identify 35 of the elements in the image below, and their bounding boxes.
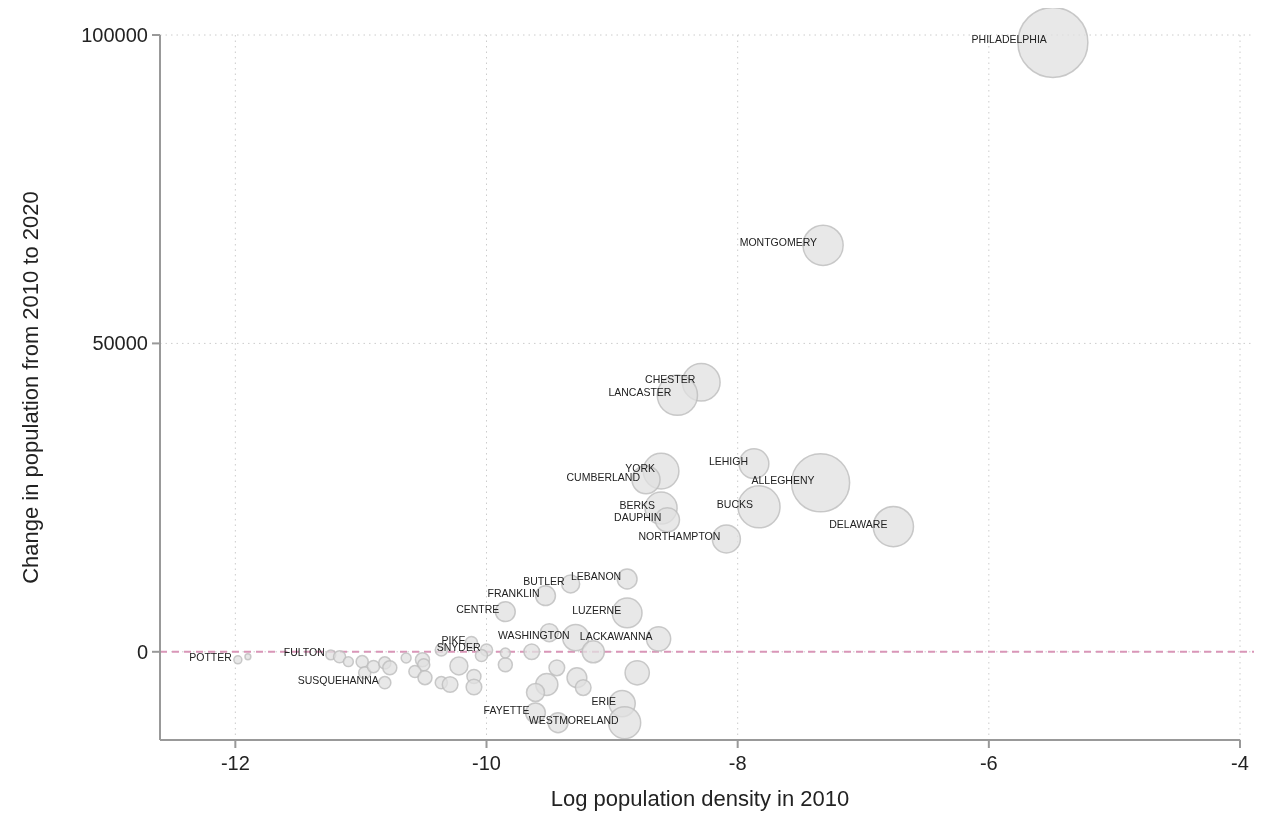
annotation: BUCKS — [716, 497, 754, 510]
annotation: FRANKLIN — [487, 586, 540, 599]
annotation: PHILADELPHIA — [971, 33, 1047, 46]
annotation: FAYETTE — [483, 703, 530, 716]
annotation: LEBANON — [570, 570, 622, 583]
annotation: LEHIGH — [708, 454, 748, 467]
annotation: YORK — [625, 462, 656, 475]
annotation: MONTGOMERY — [739, 236, 818, 249]
x-axis-title: Log population density in 2010 — [550, 786, 850, 811]
annotation: BERKS — [619, 499, 656, 512]
annotation: DAUPHIN — [614, 510, 662, 523]
annotation: ALLEGHENY — [751, 473, 815, 486]
y-tick-label: 50000 — [92, 332, 148, 355]
y-axis-title: Change in population from 2010 to 2020 — [18, 191, 43, 584]
annotation: LUZERNE — [572, 603, 622, 616]
annotation: CENTRE — [456, 602, 500, 615]
annotation: SUSQUEHANNA — [297, 673, 379, 686]
annotation: FULTON — [283, 645, 325, 658]
annotation: LACKAWANNA — [579, 629, 653, 642]
x-tick-label: -12 — [220, 752, 250, 774]
x-tick-label: -10 — [472, 752, 501, 774]
x-tick-label: -6 — [979, 752, 998, 774]
y-tick-label: 0 — [136, 640, 148, 663]
annotation: POTTER — [189, 650, 233, 663]
annotation: ERIE — [591, 694, 617, 707]
annotation: DELAWARE — [829, 517, 888, 530]
annotation: LANCASTER — [608, 386, 672, 399]
annotation: BUTLER — [523, 574, 566, 587]
y-tick-label: 100000 — [81, 24, 148, 46]
annotation: WASHINGTON — [497, 628, 570, 641]
annotation: NORTHAMPTON — [638, 529, 721, 542]
x-tick-label: -8 — [728, 752, 747, 774]
x-tick-label: -4 — [1231, 752, 1249, 774]
annotation: WESTMORELAND — [528, 713, 620, 726]
annotation: CHESTER — [645, 373, 696, 386]
